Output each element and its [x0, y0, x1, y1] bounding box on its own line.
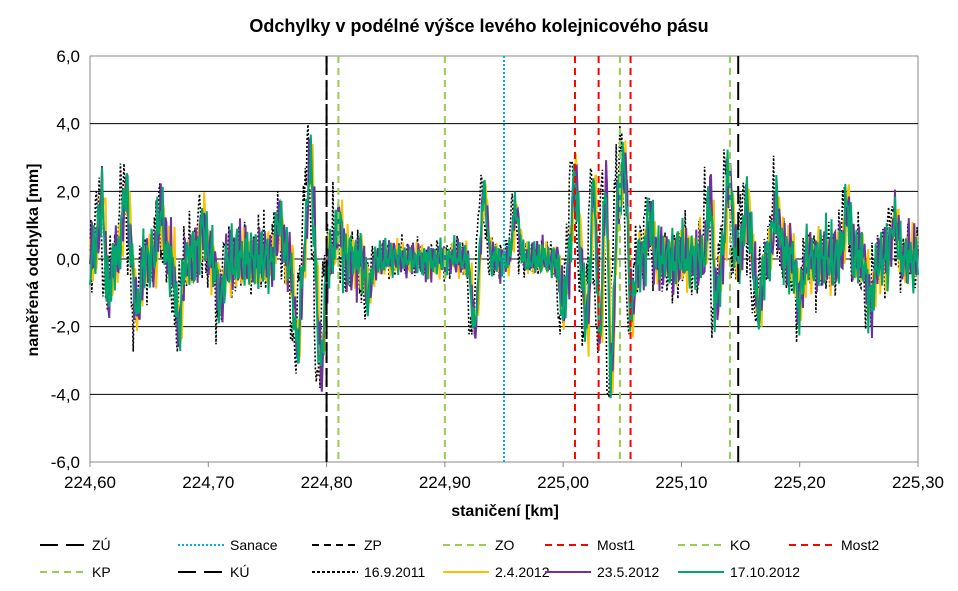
legend-item: Most2	[789, 537, 879, 553]
legend-item: Sanace	[178, 537, 278, 553]
y-tick-label: -4,0	[51, 385, 80, 404]
y-tick-label: 6,0	[56, 47, 80, 66]
x-tick-label: 224,80	[301, 473, 353, 492]
legend-label: KO	[730, 537, 750, 553]
x-axis-label: staničení [km]	[451, 503, 559, 520]
legend-item: 16.9.2011	[312, 564, 425, 580]
legend-item: Most1	[545, 537, 635, 553]
x-tick-label: 225,10	[655, 473, 707, 492]
x-tick-label: 225,20	[774, 473, 826, 492]
legend-label: 23.5.2012	[597, 564, 659, 580]
y-tick-label: 0,0	[56, 250, 80, 269]
legend-item: 17.10.2012	[678, 564, 800, 580]
series-line	[89, 134, 919, 399]
y-tick-label: 2,0	[56, 182, 80, 201]
legend-label: ZP	[364, 537, 382, 553]
legend-label: Sanace	[230, 537, 278, 553]
legend-item: ZP	[312, 537, 382, 553]
legend-item: KP	[40, 564, 111, 580]
legend-label: Most2	[841, 537, 879, 553]
legend-label: 2.4.2012	[495, 564, 550, 580]
x-tick-label: 224,60	[64, 473, 116, 492]
x-tick-label: 225,00	[537, 473, 589, 492]
y-tick-label: -2,0	[51, 318, 80, 337]
legend-label: 16.9.2011	[364, 564, 425, 580]
y-tick-label: 4,0	[56, 115, 80, 134]
y-axis-label: naměřená odchylka [mm]	[25, 164, 42, 357]
legend-label: KÚ	[230, 564, 249, 580]
legend-label: ZÚ	[92, 537, 111, 553]
legend-label: ZO	[495, 537, 515, 553]
y-tick-label: -6,0	[51, 453, 80, 472]
legend: ZÚ Sanace ZP ZO Most1 KO Most2 KP KÚ 16.9.2011 2.4…	[40, 537, 879, 580]
x-tick-label: 224,70	[182, 473, 234, 492]
legend-item: 23.5.2012	[545, 564, 659, 580]
legend-item: 2.4.2012	[443, 564, 550, 580]
x-tick-label: 224,90	[419, 473, 471, 492]
chart-title: Odchylky v podélné výšce levého kolejnic…	[249, 16, 708, 36]
legend-item: KO	[678, 537, 750, 553]
legend-item: ZÚ	[40, 537, 111, 553]
legend-label: Most1	[597, 537, 635, 553]
legend-label: KP	[92, 564, 111, 580]
legend-item: ZO	[443, 537, 515, 553]
x-tick-label: 225,30	[892, 473, 944, 492]
legend-label: 17.10.2012	[730, 564, 800, 580]
legend-item: KÚ	[178, 564, 249, 580]
